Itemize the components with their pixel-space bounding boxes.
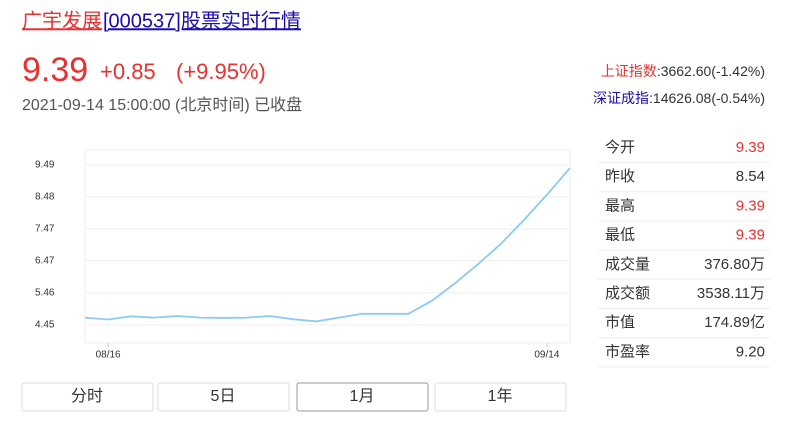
tab[interactable] (434, 382, 567, 412)
index-value: :3662.60(-1.42%) (657, 63, 765, 79)
stat-value: 9.20 (736, 343, 765, 360)
stat-label: 今开 (605, 139, 635, 156)
y-tick-label: 7.47 (35, 224, 55, 235)
index-value: :14626.08(-0.54%) (649, 90, 765, 106)
page-title[interactable]: [000537]股票实时行情 (103, 9, 301, 32)
stat-label: 最高 (605, 197, 635, 214)
y-tick-label: 8.48 (35, 192, 55, 203)
y-tick-label: 5.46 (35, 287, 55, 298)
stat-value: 376.80万 (704, 256, 765, 273)
stat-value: 9.39 (736, 197, 765, 214)
index: 上证指数:3662.60(-1.42%) (601, 63, 765, 79)
y-tick-label: 6.47 (35, 255, 55, 266)
stat-value: 8.54 (736, 168, 765, 185)
y-tick-label: 9.49 (35, 160, 55, 171)
timestamp: 2021-09-14 15:00:00 (北京时间) 已收盘 (22, 95, 302, 114)
tab[interactable] (296, 382, 429, 412)
price-line (84, 167, 571, 323)
stat-label: 成交量 (605, 255, 650, 273)
stock-name[interactable]: 广宇发展 (22, 9, 102, 32)
x-tick-label: 08/16 (96, 350, 121, 361)
x-tick-label: 09/14 (534, 350, 559, 361)
tab-label[interactable]: 1年 (488, 387, 513, 405)
stat-value: 9.39 (736, 139, 765, 156)
index-name[interactable]: 上证指数 (601, 63, 657, 79)
tab[interactable] (157, 382, 290, 412)
tab-label[interactable]: 分时 (71, 387, 103, 405)
stat-label: 成交额 (605, 284, 650, 302)
change-pct: (+9.95%) (176, 59, 266, 84)
stat-label: 市值 (605, 314, 635, 331)
index: 深证成指:14626.08(-0.54%) (593, 90, 765, 106)
stat-label: 最低 (605, 227, 635, 244)
change: +0.85 (100, 59, 156, 84)
plot-frame (84, 149, 571, 344)
tab-label[interactable]: 1月 (350, 388, 375, 405)
stat-value: 174.89亿 (704, 314, 765, 331)
stat-value: 3538.11万 (697, 285, 765, 302)
tab[interactable] (21, 382, 154, 412)
y-tick-label: 4.45 (35, 320, 55, 331)
price: 9.39 (22, 51, 88, 89)
stat-value: 9.39 (736, 227, 765, 244)
index-name[interactable]: 深证成指 (593, 90, 649, 106)
stat-label: 昨收 (605, 168, 635, 185)
stat-label: 市盈率 (605, 343, 650, 360)
tab-label[interactable]: 5日 (211, 388, 236, 405)
